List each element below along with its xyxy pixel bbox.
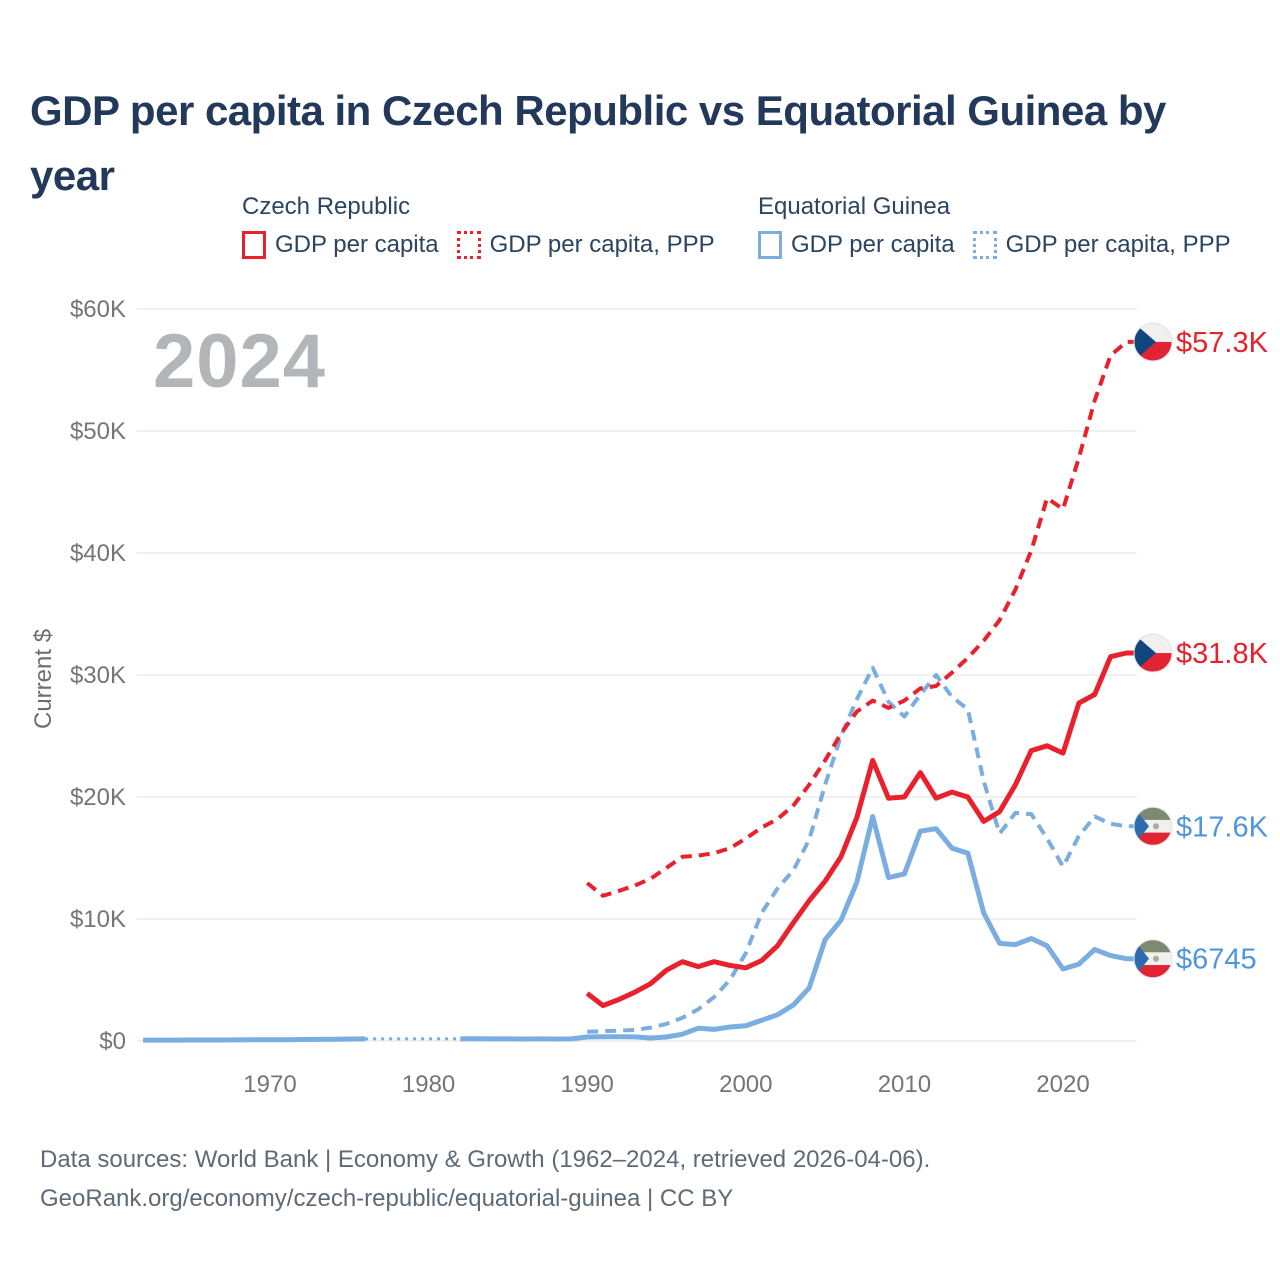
- equatorial-guinea-flag-icon: [1134, 807, 1172, 846]
- czech-flag-icon: [1134, 634, 1172, 673]
- legend-swatch-solid-icon: [758, 231, 782, 259]
- series-line-eg-gdp-ppp: [587, 665, 1150, 1034]
- footer: Data sources: World Bank | Economy & Gro…: [40, 1140, 930, 1218]
- flag-ring: [1133, 633, 1173, 673]
- x-tick-label: 2000: [719, 1071, 772, 1098]
- legend-item-label: GDP per capita, PPP: [1005, 231, 1231, 258]
- y-tick-label: $0: [99, 1028, 126, 1055]
- flag-ring: [1133, 806, 1173, 846]
- x-tick-label: 1970: [243, 1071, 296, 1098]
- y-tick-label: $10K: [70, 906, 126, 933]
- x-tick-label: 2020: [1036, 1071, 1089, 1098]
- legend-group-title: Equatorial Guinea: [758, 193, 951, 220]
- legend-item-czech-gdp-ppp[interactable]: GDP per capita, PPP: [456, 231, 715, 259]
- legend-group-title: Czech Republic: [242, 193, 411, 220]
- footer-attribution: GeoRank.org/economy/czech-republic/equat…: [40, 1185, 734, 1212]
- legend-item-eg-gdp-ppp[interactable]: GDP per capita, PPP: [972, 231, 1231, 259]
- y-tick-label: $40K: [70, 540, 126, 567]
- legend-group-czech-republic: Czech Republic GDP per capita GDP per ca…: [242, 193, 715, 259]
- series-end-label-czech-gdp-ppp: $57.3K: [1176, 327, 1269, 359]
- flag-ring: [1133, 939, 1173, 979]
- watermark-year: 2024: [153, 319, 327, 404]
- chart-title: GDP per capita in Czech Republic vs Equa…: [30, 87, 1166, 200]
- series-end-label-eg-gdp: $6745: [1176, 944, 1257, 976]
- legend-item-label: GDP per capita: [275, 231, 439, 258]
- legend-item-label: GDP per capita, PPP: [489, 231, 715, 258]
- y-tick-label: $60K: [70, 296, 126, 323]
- legend-swatch-dotted-icon: [972, 231, 997, 259]
- legend-group-equatorial-guinea: Equatorial Guinea GDP per capita GDP per…: [758, 193, 1231, 259]
- x-tick-label: 1980: [402, 1071, 455, 1098]
- czech-flag-icon: [1134, 322, 1172, 361]
- series-end-label-eg-gdp-ppp: $17.6K: [1176, 811, 1269, 843]
- legend-item-czech-gdp[interactable]: GDP per capita: [242, 231, 439, 259]
- legend-swatch-solid-icon: [242, 231, 266, 259]
- y-tick-label: $50K: [70, 418, 126, 445]
- series-line-czech-gdp: [585, 650, 1150, 1009]
- y-tick-label: $20K: [70, 784, 126, 811]
- legend-item-label: GDP per capita: [791, 231, 955, 258]
- x-tick-label: 1990: [561, 1071, 614, 1098]
- series-line-czech-gdp-ppp: [585, 339, 1150, 898]
- equatorial-guinea-flag-icon: [1134, 939, 1172, 978]
- x-tick-label: 2010: [878, 1071, 931, 1098]
- series-end-label-czech-gdp: $31.8K: [1176, 638, 1269, 670]
- y-tick-label: $30K: [70, 662, 126, 689]
- legend-swatch-dotted-icon: [456, 231, 481, 259]
- series-line-eg-gdp: [143, 814, 1150, 1043]
- footer-sources: Data sources: World Bank | Economy & Gro…: [40, 1146, 931, 1173]
- flag-ring: [1133, 322, 1173, 362]
- legend-item-eg-gdp[interactable]: GDP per capita: [758, 231, 955, 259]
